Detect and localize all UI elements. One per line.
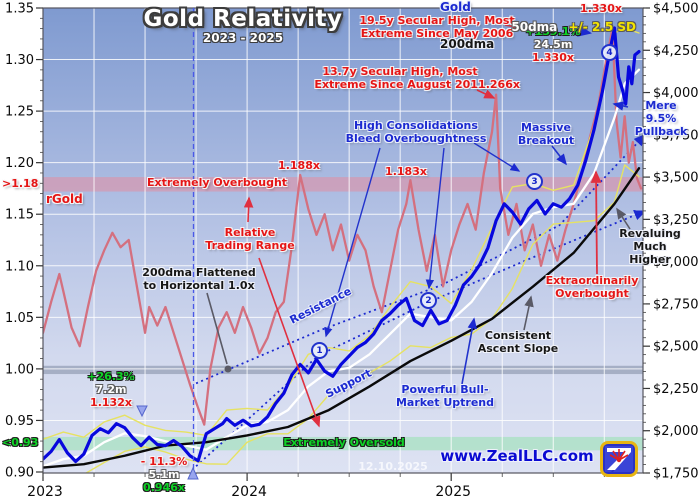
left-axis-label: 1.20 xyxy=(5,156,34,171)
left-axis-label: 1.25 xyxy=(5,105,34,120)
right-axis-label: $2,750 xyxy=(653,297,699,312)
right-axis-label: $2,500 xyxy=(653,340,699,355)
left-axis-label: 0.95 xyxy=(5,414,34,429)
series-sd-lower xyxy=(84,164,640,473)
right-axis-label: $4,500 xyxy=(653,2,699,17)
x-axis-label: 2023 xyxy=(27,484,63,500)
zeal-logo xyxy=(600,441,638,477)
right-axis-label: $3,750 xyxy=(653,128,699,143)
right-axis-label: $4,250 xyxy=(653,44,699,59)
upleg-start-arrow-marker xyxy=(187,466,199,480)
plot-background xyxy=(43,8,643,473)
left-axis-label: 1.30 xyxy=(5,53,34,68)
series-rGold xyxy=(43,27,643,426)
right-axis-label: $3,000 xyxy=(653,255,699,270)
upleg-top-arrow-marker xyxy=(136,405,148,418)
series-50dma xyxy=(43,68,641,468)
right-axis-label: $1,750 xyxy=(653,466,699,481)
right-axis-label: $4,000 xyxy=(653,86,699,101)
plot-frame xyxy=(42,7,644,474)
x-axis-label: 2025 xyxy=(435,484,471,500)
x-axis-label: 2024 xyxy=(231,484,267,500)
right-axis-label: $2,250 xyxy=(653,382,699,397)
left-axis-label: 1.00 xyxy=(5,362,34,377)
left-axis-label: 1.10 xyxy=(5,259,34,274)
annotation-connectors xyxy=(136,8,631,480)
right-axis-label: $3,250 xyxy=(653,213,699,228)
left-axis-label: 0.90 xyxy=(5,465,34,480)
zeal-logo-graphic xyxy=(605,446,633,472)
series-Gold xyxy=(43,26,641,464)
series-sd-upper xyxy=(43,27,640,440)
right-axis-label: $3,500 xyxy=(653,171,699,186)
series-200dma xyxy=(43,167,641,469)
left-axis-label: 1.35 xyxy=(5,2,34,17)
left-axis-label: 1.15 xyxy=(5,208,34,223)
left-axis-label: 1.05 xyxy=(5,311,34,326)
right-axis-label: $2,000 xyxy=(653,424,699,439)
